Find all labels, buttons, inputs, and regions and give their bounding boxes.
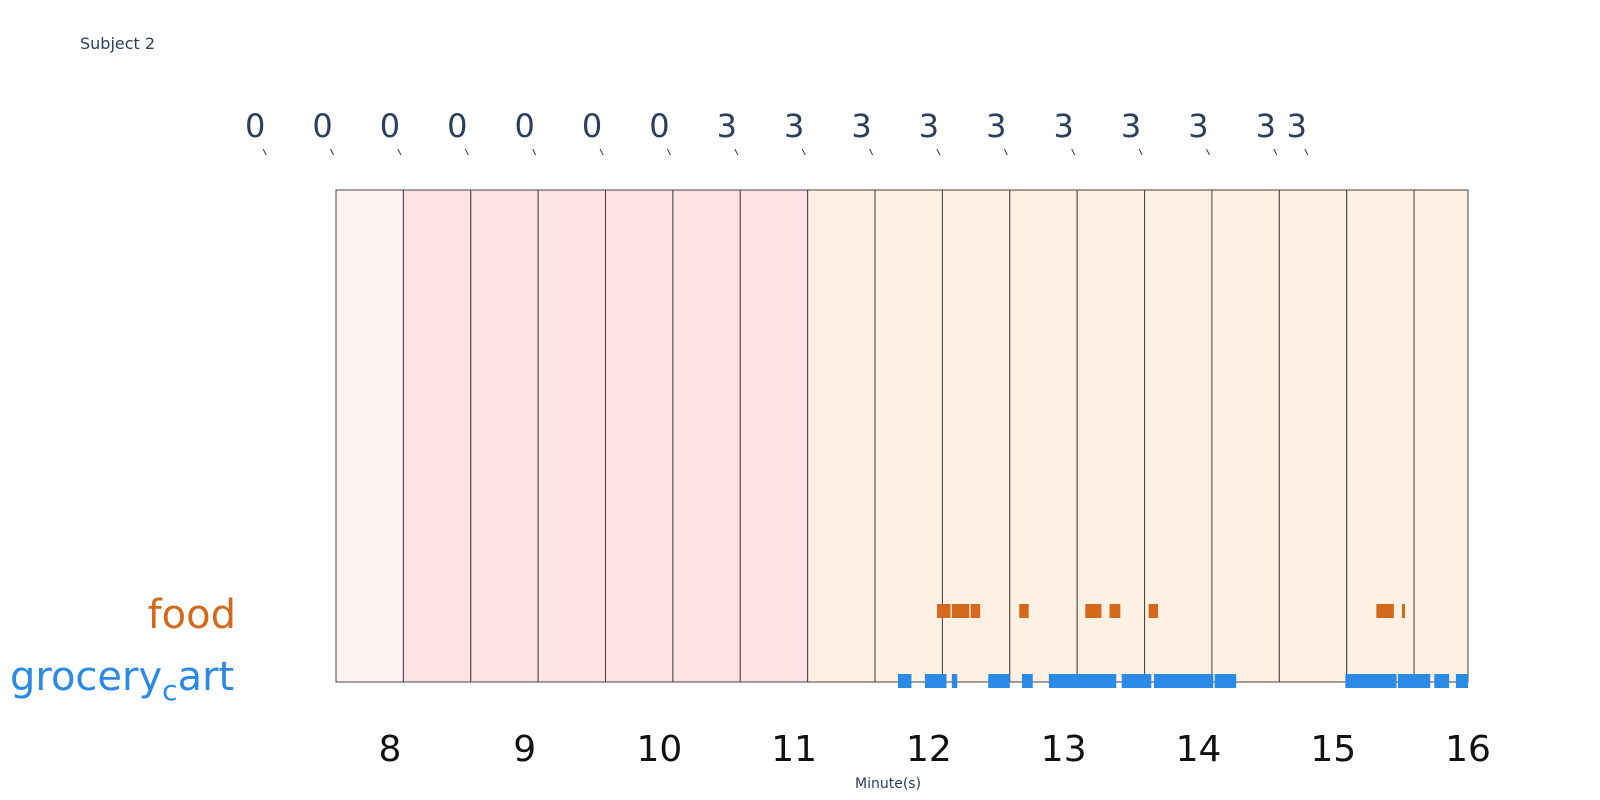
- x-tick-13: 13: [1041, 729, 1087, 770]
- top-label-3: 0: [447, 107, 467, 145]
- event-food-8: [1401, 604, 1405, 618]
- band-12: [1144, 189, 1213, 683]
- event-grocery_cart-8: [1214, 674, 1237, 688]
- top-label-tick-7: [734, 148, 739, 156]
- top-label-11: 3: [986, 107, 1006, 145]
- event-food-5: [1109, 604, 1121, 618]
- event-grocery_cart-11: [1434, 674, 1450, 688]
- top-label-8: 3: [784, 107, 804, 145]
- top-label-4: 0: [514, 107, 534, 145]
- top-label-5: 0: [582, 107, 602, 145]
- top-label-2: 0: [380, 107, 400, 145]
- event-food-0: [937, 604, 951, 618]
- top-label-16: 3: [1287, 107, 1307, 145]
- band-4: [605, 189, 674, 683]
- top-label-tick-8: [801, 148, 806, 156]
- x-tick-10: 10: [637, 729, 683, 770]
- event-food-7: [1376, 604, 1394, 618]
- top-label-15: 3: [1256, 107, 1276, 145]
- x-tick-15: 15: [1310, 729, 1356, 770]
- event-grocery_cart-2: [951, 674, 958, 688]
- x-tick-9: 9: [513, 729, 536, 770]
- event-grocery_cart-9: [1345, 674, 1397, 688]
- event-grocery_cart-3: [988, 674, 1010, 688]
- band-3: [537, 189, 607, 683]
- top-label-tick-1: [330, 148, 334, 156]
- event-grocery_cart-5: [1048, 674, 1117, 688]
- top-label-tick-9: [869, 148, 874, 156]
- event-grocery_cart-6: [1121, 674, 1152, 688]
- band-8: [874, 189, 943, 683]
- band-13: [1211, 189, 1280, 683]
- top-label-tick-0: [262, 148, 267, 156]
- event-grocery_cart-1: [924, 674, 947, 688]
- top-label-tick-13: [1138, 148, 1143, 156]
- band-7: [807, 189, 876, 683]
- event-grocery_cart-7: [1154, 674, 1214, 688]
- series-label-grocery-cart: grocerycart: [10, 654, 234, 707]
- band-14: [1278, 189, 1348, 683]
- band-2: [470, 189, 539, 683]
- top-label-6: 0: [649, 107, 669, 145]
- x-axis-title: Minute(s): [855, 776, 922, 792]
- top-label-tick-5: [599, 148, 604, 156]
- top-label-13: 3: [1121, 107, 1141, 145]
- band-5: [672, 189, 741, 683]
- top-label-tick-12: [1071, 148, 1076, 156]
- band-1: [402, 189, 472, 683]
- event-grocery_cart-4: [1021, 674, 1033, 688]
- event-food-2: [970, 604, 981, 618]
- band-0: [335, 189, 404, 683]
- top-label-7: 3: [717, 107, 737, 145]
- chart-subtitle: Subject 2: [80, 34, 156, 53]
- band-15: [1346, 189, 1415, 683]
- top-label-12: 3: [1054, 107, 1074, 145]
- top-label-tick-10: [936, 148, 941, 156]
- event-grocery_cart-10: [1397, 674, 1431, 688]
- band-16: [1413, 189, 1469, 683]
- top-label-0: 0: [245, 107, 265, 145]
- top-label-1: 0: [312, 107, 332, 145]
- top-label-tick-14: [1206, 148, 1210, 156]
- top-label-tick-4: [532, 148, 537, 156]
- band-10: [1009, 189, 1078, 683]
- top-label-tick-15: [1273, 148, 1278, 156]
- x-tick-8: 8: [378, 729, 401, 770]
- x-tick-11: 11: [771, 729, 817, 770]
- top-label-14: 3: [1188, 107, 1208, 145]
- top-label-tick-11: [1003, 148, 1008, 156]
- event-grocery_cart-12: [1455, 674, 1468, 688]
- band-6: [739, 189, 809, 683]
- event-food-1: [951, 604, 970, 618]
- top-label-10: 3: [919, 107, 939, 145]
- event-food-6: [1148, 604, 1159, 618]
- x-tick-12: 12: [906, 729, 952, 770]
- series-label-food: food: [148, 592, 236, 638]
- event-food-3: [1019, 604, 1029, 618]
- top-label-9: 3: [851, 107, 871, 145]
- x-tick-16: 16: [1445, 729, 1491, 770]
- event-food-4: [1085, 604, 1102, 618]
- top-label-tick-2: [397, 148, 402, 156]
- top-label-tick-16: [1304, 148, 1309, 156]
- top-label-tick-6: [666, 148, 671, 156]
- top-label-tick-3: [464, 148, 469, 156]
- event-grocery_cart-0: [897, 674, 912, 688]
- x-tick-14: 14: [1176, 729, 1222, 770]
